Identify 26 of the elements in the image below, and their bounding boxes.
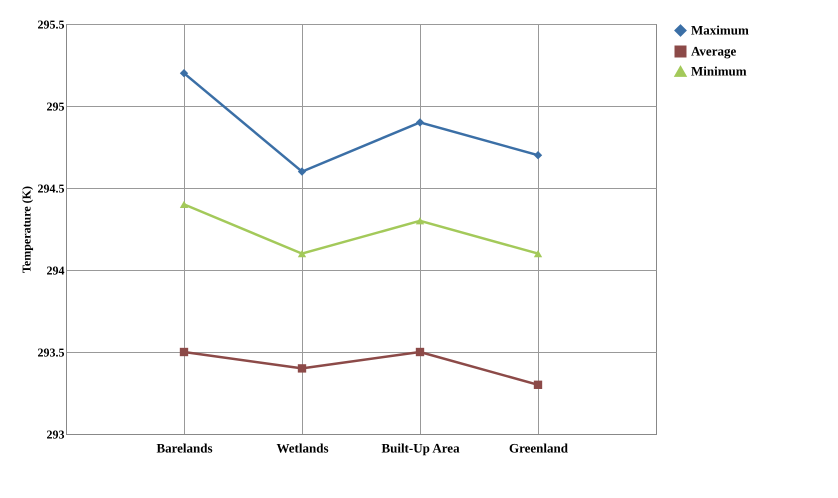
y-tick-label: 295.5 [38,18,64,32]
point [298,167,306,176]
legend-label: Maximum [691,22,749,38]
x-tick-label: Greenland [509,440,569,456]
y-tick-label: 293 [46,428,64,442]
point [534,151,542,160]
legend-label: Minimum [691,64,747,78]
point [180,348,188,356]
point [416,348,424,356]
x-tick-label: Wetlands [276,440,329,456]
point [180,200,188,208]
point [298,364,306,373]
point [416,217,424,224]
point [298,250,306,258]
point [416,118,424,127]
point [180,69,188,78]
x-tick-label: Barelands [156,440,213,456]
legend-label: Average [691,44,736,58]
point [534,250,542,258]
y-tick-label: 293.5 [38,346,64,360]
y-tick-label: 295 [46,100,64,114]
y-tick-label: 294.5 [38,182,64,196]
y-axis-title: Temperature (K) [20,186,34,273]
point [534,380,542,389]
x-tick-label: Built-Up Area [381,440,460,456]
y-tick-label: 294 [46,264,64,278]
